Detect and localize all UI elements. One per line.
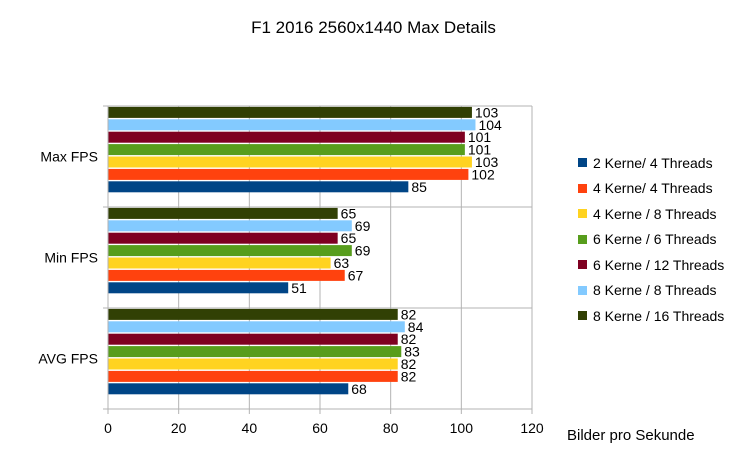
bar — [108, 321, 405, 333]
legend-label: 4 Kerne / 8 Threads — [593, 205, 717, 222]
legend-swatch — [578, 260, 587, 270]
y-category-label: Max FPS — [40, 149, 98, 165]
bar — [108, 269, 345, 281]
legend-item: 6 Kerne / 12 Threads — [578, 252, 724, 278]
data-label: 103 — [475, 104, 499, 120]
data-label: 67 — [348, 267, 364, 283]
bar — [108, 358, 398, 370]
legend-label: 4 Kerne/ 4 Threads — [593, 180, 713, 197]
legend-swatch — [578, 183, 587, 193]
bar — [108, 308, 398, 320]
x-tick-label: 80 — [383, 420, 399, 436]
legend-item: 2 Kerne/ 4 Threads — [578, 150, 724, 176]
bar — [108, 119, 476, 131]
bar — [108, 257, 331, 269]
x-tick-label: 20 — [171, 420, 187, 436]
bar — [108, 156, 472, 168]
data-label: 85 — [411, 179, 427, 195]
legend-swatch — [578, 158, 587, 168]
chart-legend: 2 Kerne/ 4 Threads 4 Kerne/ 4 Threads 4 Ke… — [578, 150, 724, 329]
bar — [108, 333, 398, 345]
data-label: 102 — [471, 166, 495, 182]
legend-item: 8 Kerne / 8 Threads — [578, 278, 724, 304]
legend-swatch — [578, 209, 587, 219]
legend-item: 6 Kerne / 6 Threads — [578, 227, 724, 253]
y-category-label: AVG FPS — [38, 351, 98, 367]
legend-label: 8 Kerne / 8 Threads — [593, 282, 717, 299]
x-tick-label: 60 — [312, 420, 328, 436]
data-label: 65 — [341, 230, 357, 246]
bar — [108, 131, 465, 143]
legend-item: 4 Kerne / 8 Threads — [578, 201, 724, 227]
legend-swatch — [578, 234, 587, 244]
bar — [108, 220, 352, 232]
x-axis-title: Bilder pro Sekunde — [567, 427, 695, 444]
data-label: 101 — [468, 142, 492, 158]
data-label: 103 — [475, 154, 499, 170]
legend-label: 2 Kerne/ 4 Threads — [593, 154, 713, 171]
bar — [108, 106, 472, 118]
data-label: 83 — [404, 344, 420, 360]
data-label: 51 — [291, 280, 307, 296]
y-category-label: Min FPS — [44, 250, 98, 266]
data-label: 68 — [351, 381, 367, 397]
legend-label: 8 Kerne / 16 Threads — [593, 307, 725, 324]
x-tick-label: 100 — [450, 420, 474, 436]
data-label: 63 — [334, 255, 350, 271]
x-tick-label: 120 — [520, 420, 544, 436]
data-label: 104 — [478, 117, 502, 133]
data-label: 69 — [355, 218, 371, 234]
legend-item: 4 Kerne/ 4 Threads — [578, 176, 724, 202]
bar — [108, 181, 409, 193]
data-label: 101 — [468, 129, 492, 145]
data-label: 82 — [401, 368, 417, 384]
x-tick-label: 0 — [104, 420, 112, 436]
data-label: 84 — [408, 319, 424, 335]
bar — [108, 346, 402, 358]
data-label: 82 — [401, 306, 417, 322]
data-label: 65 — [341, 205, 357, 221]
legend-label: 6 Kerne / 12 Threads — [593, 256, 725, 273]
bar — [108, 144, 465, 156]
data-label: 82 — [401, 331, 417, 347]
data-label: 82 — [401, 356, 417, 372]
data-label: 69 — [355, 243, 371, 259]
bar — [108, 245, 352, 257]
bar — [108, 370, 398, 382]
bar — [108, 168, 469, 180]
legend-label: 6 Kerne / 6 Threads — [593, 231, 717, 248]
legend-swatch — [578, 311, 587, 321]
legend-swatch — [578, 285, 587, 295]
bar — [108, 232, 338, 244]
bar — [108, 207, 338, 219]
chart-title: F1 2016 2560x1440 Max Details — [251, 18, 496, 37]
x-tick-label: 40 — [242, 420, 258, 436]
legend-item: 8 Kerne / 16 Threads — [578, 303, 724, 329]
bar — [108, 282, 289, 294]
bar — [108, 383, 349, 395]
